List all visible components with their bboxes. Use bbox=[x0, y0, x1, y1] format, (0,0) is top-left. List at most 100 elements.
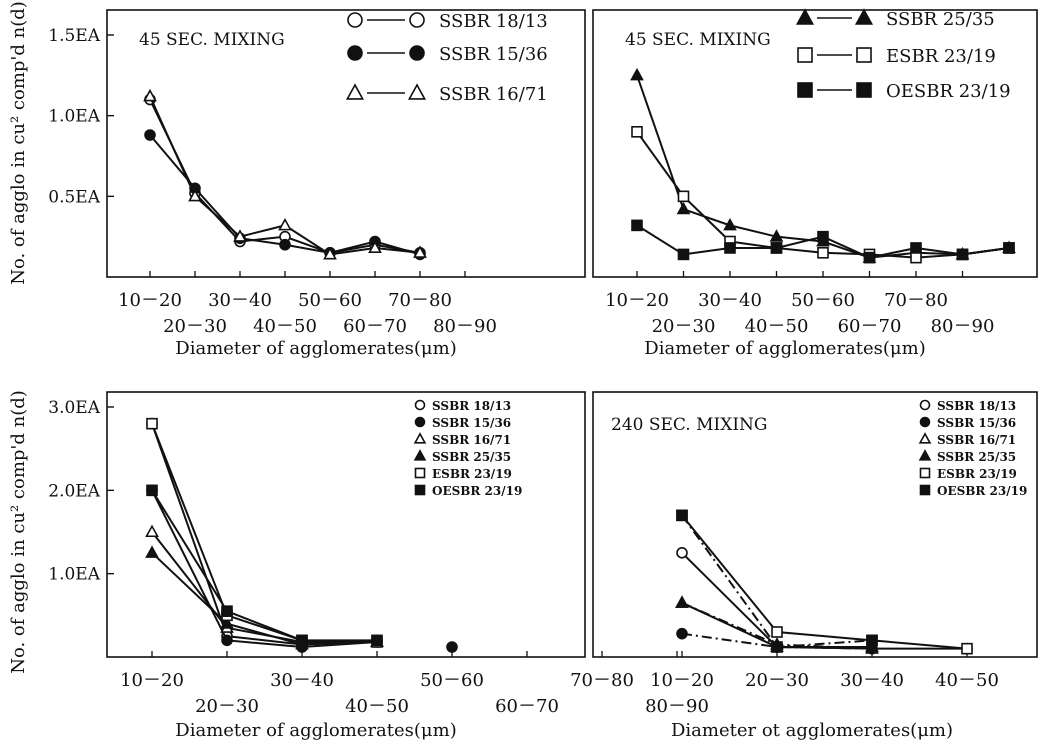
series-line bbox=[149, 95, 421, 256]
data-point bbox=[446, 641, 458, 653]
legend-marker bbox=[919, 484, 931, 496]
data-point bbox=[910, 242, 922, 254]
data-point bbox=[677, 190, 690, 203]
chart-panel-1: 0.5EA 1.0EA 1.5EA 10－20 20－30 30－40 40－50 50－60… bbox=[48, 9, 586, 359]
x-tick-label: 50－60 bbox=[791, 290, 855, 311]
legend-marker bbox=[797, 47, 813, 63]
x-tick-label: 10－20 bbox=[118, 290, 182, 311]
data-point bbox=[769, 229, 784, 242]
legend-label: SSBR 18/13 bbox=[439, 11, 548, 32]
x-tick-label: 60－70 bbox=[838, 316, 902, 337]
legend-marker bbox=[414, 484, 426, 496]
legend-entry: SSBR 16/71 bbox=[345, 83, 548, 105]
data-point bbox=[371, 634, 383, 647]
x-tick-label: 20－30 bbox=[163, 316, 227, 337]
data-point bbox=[1003, 242, 1015, 254]
legend-marker bbox=[347, 45, 363, 61]
chart-panel-2: 10－20 20－30 30－40 40－50 50－60 60－70 70－80 80－90… bbox=[592, 8, 1038, 359]
x-tick-label: 40－50 bbox=[935, 670, 999, 691]
data-point bbox=[323, 247, 337, 260]
legend-label: SSBR 16/71 bbox=[439, 84, 548, 105]
series-ssbr-25-35 bbox=[145, 545, 384, 650]
x-tick-label: 60－70 bbox=[495, 696, 559, 717]
x-axis-label: Diameter ot agglomerates(μm) bbox=[671, 720, 953, 741]
legend-label: SSBR 18/13 bbox=[937, 399, 1016, 413]
legend-marker bbox=[345, 83, 365, 100]
data-point bbox=[278, 217, 292, 231]
legend-entry: SSBR 15/36 bbox=[414, 416, 511, 430]
plot-frame bbox=[106, 391, 586, 658]
legend-label: OESBR 23/19 bbox=[432, 484, 522, 498]
x-tick-label: 70－80 bbox=[388, 290, 452, 311]
legend-label: OESBR 23/19 bbox=[886, 81, 1011, 102]
plot-frame bbox=[106, 9, 586, 278]
legend-entry: SSBR 16/71 bbox=[413, 432, 511, 447]
data-point bbox=[146, 417, 158, 430]
y-tick-label: 2.0EA bbox=[48, 481, 100, 501]
legend-entry: OESBR 23/19 bbox=[919, 484, 1027, 498]
legend-marker bbox=[854, 8, 874, 25]
x-tick-label: 50－60 bbox=[298, 290, 362, 311]
x-tick-label: 80－90 bbox=[645, 696, 709, 717]
data-point bbox=[279, 238, 291, 251]
data-point bbox=[771, 641, 783, 653]
legend-label: SSBR 15/36 bbox=[432, 416, 511, 430]
series-oesbr-23-19 bbox=[146, 484, 383, 647]
plot-frame bbox=[592, 9, 1038, 278]
chart-title: 45 SEC. MIXING bbox=[139, 30, 285, 50]
x-tick-label: 10－20 bbox=[605, 290, 669, 311]
legend: SSBR 18/13 SSBR 15/36 SSBR 16/71 bbox=[345, 11, 548, 105]
series-line bbox=[151, 552, 378, 646]
legend-entry: SSBR 25/35 bbox=[795, 8, 995, 30]
series-ssbr-15-36 bbox=[144, 129, 426, 261]
x-tick-label: 20－30 bbox=[652, 316, 716, 337]
x-tick-label: 10－20 bbox=[120, 670, 184, 691]
y-axis-label-top: No. of agglo in cu² comp'd n(d) bbox=[8, 1, 29, 285]
y-tick-label: 1.0EA bbox=[48, 107, 100, 127]
x-tick-label: 40－50 bbox=[745, 316, 809, 337]
x-tick-label: 30－40 bbox=[270, 670, 334, 691]
chart-title: 45 SEC. MIXING bbox=[625, 30, 771, 50]
data-point bbox=[771, 626, 783, 638]
data-point bbox=[770, 242, 783, 254]
legend-entry: SSBR 15/36 bbox=[919, 416, 1016, 430]
legend-entry: OESBR 23/19 bbox=[414, 484, 522, 498]
x-tick-label: 40－50 bbox=[253, 316, 317, 337]
y-tick-label: 0.5EA bbox=[48, 187, 100, 207]
legend-marker bbox=[413, 432, 427, 444]
series-esbr-23-19 bbox=[146, 417, 383, 648]
data-point bbox=[676, 509, 688, 522]
legend-label: SSBR 16/71 bbox=[937, 433, 1016, 447]
x-tick-label: 80－90 bbox=[931, 316, 995, 337]
legend: SSBR 18/13 SSBR 15/36 SSBR 16/71 SSBR 25/35… bbox=[918, 399, 1027, 498]
legend-entry: ESBR 23/19 bbox=[797, 46, 996, 67]
data-point bbox=[865, 641, 879, 654]
x-tick-label: 30－40 bbox=[698, 290, 762, 311]
legend-marker bbox=[856, 47, 872, 63]
legend-label: SSBR 15/36 bbox=[937, 416, 1016, 430]
legend-marker bbox=[347, 12, 363, 28]
data-point bbox=[220, 616, 234, 629]
legend-entry: SSBR 25/35 bbox=[918, 449, 1016, 464]
legend-label: SSBR 15/36 bbox=[439, 44, 548, 65]
legend-marker bbox=[919, 399, 931, 411]
data-point bbox=[817, 247, 829, 259]
chart-title: 240 SEC. MIXING bbox=[611, 415, 768, 435]
x-tick-label: 30－40 bbox=[840, 670, 904, 691]
legend-entry: ESBR 23/19 bbox=[414, 467, 512, 481]
legend-marker bbox=[795, 8, 815, 25]
series-line bbox=[151, 423, 378, 643]
data-point bbox=[956, 248, 969, 261]
legend-entry: SSBR 25/35 bbox=[413, 449, 511, 464]
legend-marker bbox=[918, 432, 932, 444]
legend-entry: SSBR 16/71 bbox=[918, 432, 1016, 447]
plot-frame bbox=[592, 391, 1038, 658]
legend-entry: SSBR 18/13 bbox=[347, 11, 548, 32]
data-point bbox=[961, 642, 973, 655]
y-axis-label-bottom: No. of agglo in cu² comp'd n(d) bbox=[8, 390, 29, 674]
data-point bbox=[675, 595, 689, 608]
series-oesbr-23-19 bbox=[676, 509, 878, 653]
legend-entry: ESBR 23/19 bbox=[919, 467, 1017, 481]
series-esbr-23-19 bbox=[676, 509, 973, 655]
